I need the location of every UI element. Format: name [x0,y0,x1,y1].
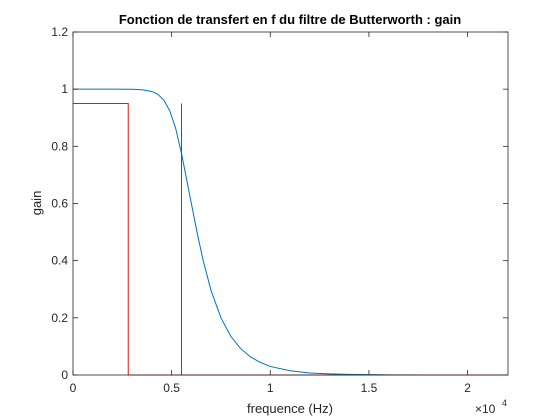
x-exponent-power: 4 [502,398,507,408]
x-axis-label: frequence (Hz) [247,401,333,416]
x-tick-label: 0 [70,381,77,395]
axes: 0 0.5 1 1.5 2 0 0.2 0.4 0.6 0.8 1 1.2 [51,25,509,395]
x-exponent-base: ×10 [475,402,496,416]
series-1-line [73,88,509,376]
y-tick-label: 0.2 [51,311,68,325]
chart-title: Fonction de transfert en f du filtre de … [119,12,461,27]
y-tick-label: 0.6 [51,197,68,211]
y-tick-label: 1 [61,82,68,96]
series-2-line [73,102,508,376]
y-tick-label: 0.4 [51,254,68,268]
y-axis-label: gain [29,191,44,216]
y-tick-label: 0 [61,368,68,382]
y-tick-label: 1.2 [51,25,68,39]
plot-area [73,88,509,376]
axes-box [72,31,509,376]
x-tick-label: 1 [267,381,274,395]
x-tick-label: 0.5 [163,381,180,395]
x-tick-label: 1.5 [361,381,378,395]
x-tick-label: 2 [464,381,471,395]
y-tick-label: 0.8 [51,139,68,153]
